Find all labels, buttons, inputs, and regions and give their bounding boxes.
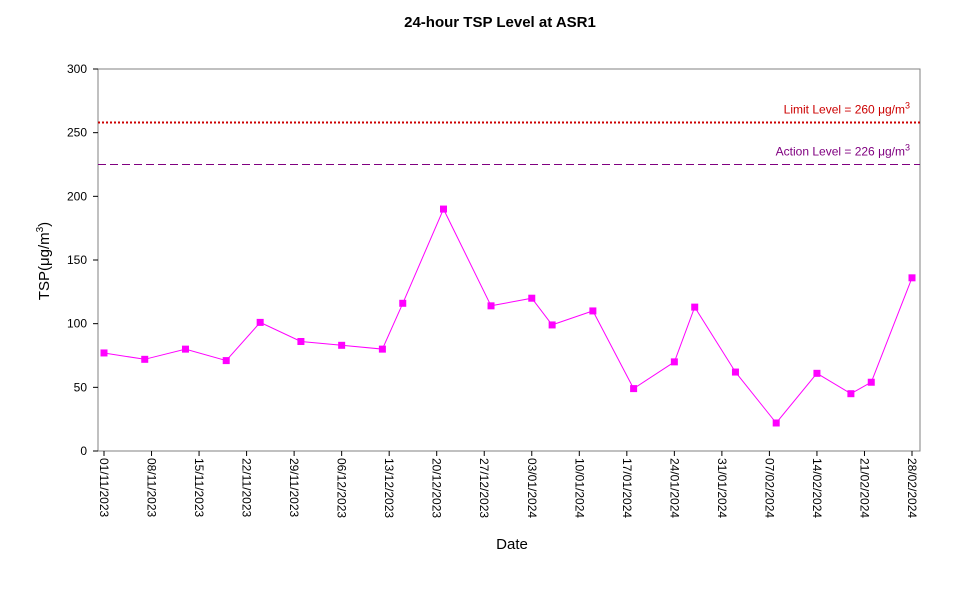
data-point xyxy=(548,321,556,329)
limit-level-label: Limit Level = 260 μg/m3 xyxy=(784,100,910,116)
x-tick-label: 01/11/2023 xyxy=(97,458,111,517)
data-point xyxy=(256,318,264,326)
reference-lines: Limit Level = 260 μg/m3 Action Level = 22… xyxy=(98,100,920,165)
x-tick-label: 08/11/2023 xyxy=(145,458,159,517)
x-tick-label: 28/02/2024 xyxy=(905,458,919,518)
x-tick-label: 24/01/2024 xyxy=(667,458,681,518)
x-tick-label: 31/01/2024 xyxy=(715,458,729,518)
data-point xyxy=(297,337,305,345)
y-tick-label: 200 xyxy=(67,189,87,203)
x-tick-label: 13/12/2023 xyxy=(382,458,396,518)
y-tick-label: 150 xyxy=(67,253,87,267)
y-tick-label: 0 xyxy=(80,444,87,458)
y-tick-label: 300 xyxy=(67,62,87,76)
x-axis: 01/11/2023 08/11/2023 15/11/2023 22/11/2023… xyxy=(97,451,919,518)
x-tick-label: 27/12/2023 xyxy=(477,458,491,518)
data-point xyxy=(399,299,407,307)
data-point xyxy=(847,390,855,398)
y-tick-label: 50 xyxy=(74,380,88,394)
data-point xyxy=(378,345,386,353)
data-point xyxy=(141,355,149,363)
y-tick-label: 250 xyxy=(67,126,87,140)
x-tick-label: 10/01/2024 xyxy=(572,458,586,518)
data-point xyxy=(691,303,699,311)
x-tick-label: 03/01/2024 xyxy=(525,458,539,518)
action-level-label: Action Level = 226 μg/m3 xyxy=(776,143,910,159)
data-point xyxy=(338,341,346,349)
data-point xyxy=(908,274,916,282)
y-axis-label: TSP(μg/m3) xyxy=(35,222,53,300)
x-tick-label: 22/11/2023 xyxy=(240,458,254,517)
data-point xyxy=(772,419,780,427)
x-axis-label: Date xyxy=(496,536,528,553)
plot-area xyxy=(97,68,921,452)
chart-title: 24-hour TSP Level at ASR1 xyxy=(404,14,596,31)
x-tick-label: 06/12/2023 xyxy=(335,458,349,518)
data-point xyxy=(670,358,678,366)
x-tick-label: 17/01/2024 xyxy=(620,458,634,518)
x-tick-label: 20/12/2023 xyxy=(430,458,444,518)
x-tick-label: 07/02/2024 xyxy=(762,458,776,518)
x-tick-label: 29/11/2023 xyxy=(287,458,301,517)
y-axis: 0 50 100 150 200 250 300 xyxy=(67,62,98,458)
x-tick-label: 14/02/2024 xyxy=(810,458,824,518)
x-tick-label: 15/11/2023 xyxy=(192,458,206,517)
data-point xyxy=(439,205,447,213)
data-point xyxy=(181,345,189,353)
data-point xyxy=(222,357,230,365)
data-point xyxy=(630,385,638,393)
x-tick-label: 21/02/2024 xyxy=(857,458,871,518)
data-point xyxy=(813,369,821,377)
data-point xyxy=(528,294,536,302)
data-point xyxy=(100,349,108,357)
data-point xyxy=(589,307,597,315)
data-point xyxy=(867,378,875,386)
series-layer xyxy=(100,205,916,427)
data-point xyxy=(487,302,495,310)
y-tick-label: 100 xyxy=(67,317,87,331)
data-point xyxy=(731,368,739,376)
